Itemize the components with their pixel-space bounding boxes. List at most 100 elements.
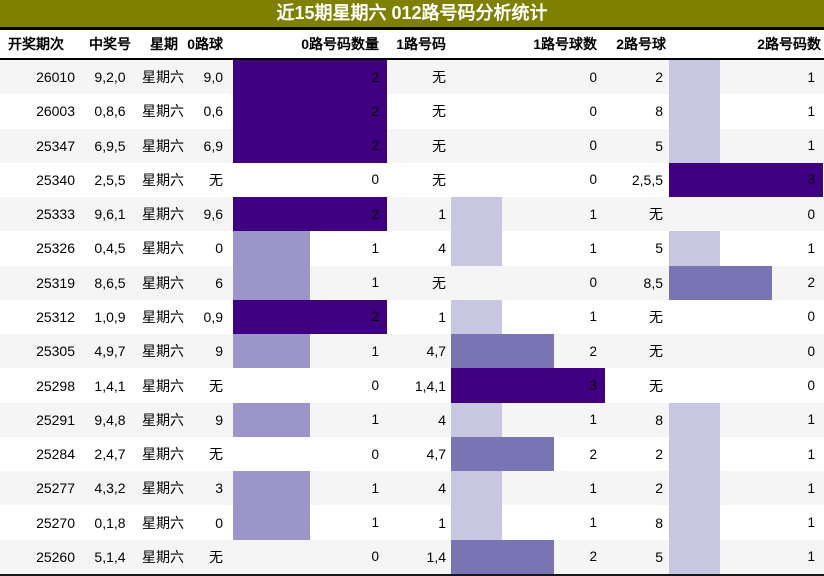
road2-count-bar [669, 265, 772, 300]
road0-count-value: 1 [371, 515, 379, 531]
draw-period-cell: 25347 [36, 137, 75, 154]
road1-count-cell: 1 [451, 299, 610, 335]
road1-numbers-cell: 4,7 [426, 446, 446, 463]
road2-balls-cell: 5 [655, 137, 663, 154]
road2-count-cell: 1 [668, 436, 824, 472]
road1-count-cell: 0 [451, 60, 610, 94]
road2-count-bar [669, 94, 720, 129]
road2-count-cell: 1 [668, 94, 824, 129]
road0-balls-cell: 无 [209, 377, 223, 394]
road0-count-value: 1 [371, 480, 379, 496]
road1-count-value: 0 [589, 275, 597, 291]
road1-count-cell: 2 [451, 539, 610, 574]
table-body: 26010 9,2,0 星期六 9,0 2 无 0 2 1 26003 0,8,6 星期六 0,6 2 无 0… [0, 60, 824, 574]
road1-count-bar [451, 539, 554, 574]
road2-count-value: 1 [807, 480, 815, 496]
road2-balls-cell: 无 [649, 377, 663, 394]
road0-count-value: 2 [371, 103, 379, 119]
road2-count-value: 1 [807, 446, 815, 462]
draw-period-cell: 26010 [36, 69, 75, 86]
road0-count-value: 0 [371, 172, 379, 188]
weekday-cell: 星期六 [142, 308, 184, 325]
draw-period-cell: 25305 [36, 343, 75, 360]
table-row: 25347 6,9,5 星期六 6,9 2 无 0 5 1 [0, 128, 824, 163]
road2-balls-cell: 2 [655, 446, 663, 463]
road0-balls-cell: 9 [215, 411, 223, 428]
road1-count-cell: 1 [451, 402, 610, 437]
col-header-weekday: 星期 [150, 36, 178, 52]
table-row: 26003 0,8,6 星期六 0,6 2 无 0 8 1 [0, 94, 824, 129]
road1-numbers-cell: 无 [432, 171, 446, 188]
draw-period-cell: 25340 [36, 171, 75, 188]
draw-period-cell: 25260 [36, 548, 75, 565]
road0-count-bar [233, 299, 387, 335]
bottom-border [0, 574, 824, 576]
draw-period-cell: 25284 [36, 446, 75, 463]
road2-count-value: 0 [807, 206, 815, 222]
road1-count-cell: 0 [451, 266, 610, 300]
road1-count-cell: 2 [451, 334, 610, 369]
col-header-winning-number: 中奖号 [89, 36, 131, 52]
road0-balls-cell: 9 [215, 343, 223, 360]
road1-numbers-cell: 1 [438, 514, 446, 531]
road1-numbers-cell: 1,4,1 [414, 377, 446, 394]
col-header-road2-balls: 2路号球 [616, 36, 666, 52]
road0-count-cell: 0 [228, 368, 392, 402]
road0-count-cell: 1 [228, 334, 392, 369]
road1-count-cell: 1 [451, 231, 610, 266]
road2-count-bar [669, 471, 720, 506]
weekday-cell: 星期六 [142, 274, 184, 291]
road2-balls-cell: 5 [655, 240, 663, 257]
road1-count-cell: 0 [451, 163, 610, 197]
road0-balls-cell: 9,0 [203, 69, 223, 86]
winning-number-cell: 8,6,5 [94, 274, 126, 291]
winning-number-cell: 0,8,6 [94, 103, 126, 120]
road0-count-cell: 2 [228, 60, 392, 95]
road2-balls-cell: 8 [655, 411, 663, 428]
road2-count-value: 0 [807, 309, 815, 325]
weekday-cell: 星期六 [142, 137, 184, 154]
road2-count-cell: 1 [668, 128, 824, 163]
road0-count-value: 0 [371, 378, 379, 394]
draw-period-cell: 25312 [36, 308, 75, 325]
road2-count-cell: 2 [668, 265, 824, 300]
road0-count-value: 2 [371, 138, 379, 154]
table-row: 25305 4,9,7 星期六 9 1 4,7 2 无 0 [0, 334, 824, 369]
road0-count-bar [233, 265, 310, 300]
road0-count-value: 2 [371, 69, 379, 85]
road0-count-bar [233, 197, 387, 232]
draw-period-cell: 25291 [36, 411, 75, 428]
road1-numbers-cell: 无 [432, 69, 446, 86]
road0-count-cell: 0 [228, 163, 392, 197]
road1-numbers-cell: 1,4 [426, 548, 446, 565]
col-header-road1-numbers: 1路号码 [396, 36, 446, 52]
weekday-cell: 星期六 [142, 411, 184, 428]
table-row: 25298 1,4,1 星期六 无 0 1,4,1 3 无 0 [0, 368, 824, 403]
road1-count-value: 1 [589, 515, 597, 531]
road0-count-cell: 1 [228, 265, 392, 300]
draw-period-cell: 25326 [36, 240, 75, 257]
road1-numbers-cell: 4,7 [426, 343, 446, 360]
col-header-road0-count: 0路号码数量 [301, 36, 379, 52]
winning-number-cell: 0,4,5 [94, 240, 126, 257]
road0-count-bar [233, 402, 310, 437]
road1-numbers-cell: 4 [438, 480, 446, 497]
road2-count-cell: 1 [668, 539, 824, 574]
road2-count-cell: 0 [668, 300, 824, 334]
road0-count-value: 1 [371, 343, 379, 359]
road2-count-value: 2 [807, 275, 815, 291]
weekday-cell: 星期六 [142, 514, 184, 531]
page-title: 近15期星期六 012路号码分析统计 [0, 0, 824, 30]
road1-count-cell: 0 [451, 94, 610, 128]
road0-count-cell: 1 [228, 402, 392, 437]
draw-period-cell: 25298 [36, 377, 75, 394]
winning-number-cell: 4,9,7 [94, 343, 126, 360]
draw-period-cell: 25270 [36, 514, 75, 531]
road0-count-cell: 2 [228, 299, 392, 335]
road0-count-cell: 0 [228, 540, 392, 574]
draw-period-cell: 25319 [36, 274, 75, 291]
road2-count-value: 1 [807, 515, 815, 531]
road0-count-value: 0 [371, 446, 379, 462]
road2-balls-cell: 无 [649, 206, 663, 223]
